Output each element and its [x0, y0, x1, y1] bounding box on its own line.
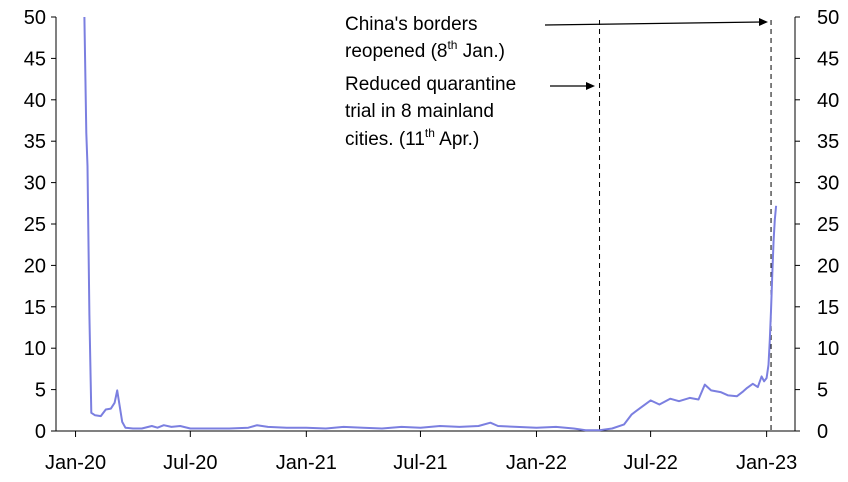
x-tick-label: Jul-21 [393, 452, 447, 474]
x-tick-label: Jul-22 [623, 452, 677, 474]
right-y-tick-label: 30 [817, 173, 839, 195]
annotation-text: cities. (11 [345, 129, 425, 150]
left-y-tick-label: 30 [24, 173, 46, 195]
right-y-tick-label: 45 [817, 48, 839, 70]
annotation-line: reopened (8th Jan.) [345, 38, 505, 62]
annotation-text: Apr.) [435, 129, 479, 150]
annotation-superscript: th [447, 38, 457, 52]
right-y-tick-label: 50 [817, 7, 839, 29]
reference-lines [599, 20, 772, 431]
annotation-line: Reduced quarantine [345, 74, 516, 95]
annotation-arrowhead [759, 18, 768, 26]
annotation-borders-reopened: China's borders reopened (8th Jan.) [345, 14, 768, 62]
left-y-tick-label: 25 [24, 214, 46, 236]
left-y-tick-label: 20 [24, 255, 46, 277]
right-y-tick-label: 0 [817, 421, 828, 443]
left-y-tick-label: 40 [24, 90, 46, 112]
right-y-tick-label: 25 [817, 214, 839, 236]
left-y-tick-label: 0 [35, 421, 46, 443]
right-y-tick-label: 10 [817, 338, 839, 360]
annotation-arrow-line [544, 21, 763, 26]
right-y-tick-label: 5 [817, 380, 828, 402]
left-y-tick-label: 45 [24, 48, 46, 70]
axis-ticks: 0 0 5 5 10 10 15 15 20 20 25 25 30 30 35 35 40 40 45 45 50 50… [24, 7, 840, 474]
annotation-text: reopened (8 [345, 41, 447, 62]
right-y-tick-label: 40 [817, 90, 839, 112]
left-y-tick-label: 15 [24, 297, 46, 319]
right-y-tick-label: 20 [817, 255, 839, 277]
annotation-superscript: th [425, 126, 435, 140]
right-y-tick-label: 15 [817, 297, 839, 319]
annotation-line: cities. (11th Apr.) [345, 126, 479, 150]
annotation-quarantine-trial: Reduced quarantine trial in 8 mainland c… [345, 74, 595, 150]
left-y-tick-label: 50 [24, 7, 46, 29]
x-tick-label: Jan-20 [45, 452, 106, 474]
x-tick-label: Jan-21 [276, 452, 337, 474]
x-tick-label: Jul-20 [163, 452, 217, 474]
left-y-tick-label: 10 [24, 338, 46, 360]
left-y-tick-label: 35 [24, 131, 46, 153]
annotation-line: trial in 8 mainland [345, 101, 494, 122]
series-line [83, 16, 778, 432]
left-y-tick-label: 5 [35, 380, 46, 402]
annotation-text: Jan.) [457, 41, 505, 62]
right-y-tick-label: 35 [817, 131, 839, 153]
annotation-line: China's borders [345, 14, 477, 35]
annotation-arrowhead [586, 82, 595, 90]
x-tick-label: Jan-23 [736, 452, 797, 474]
x-tick-label: Jan-22 [506, 452, 567, 474]
